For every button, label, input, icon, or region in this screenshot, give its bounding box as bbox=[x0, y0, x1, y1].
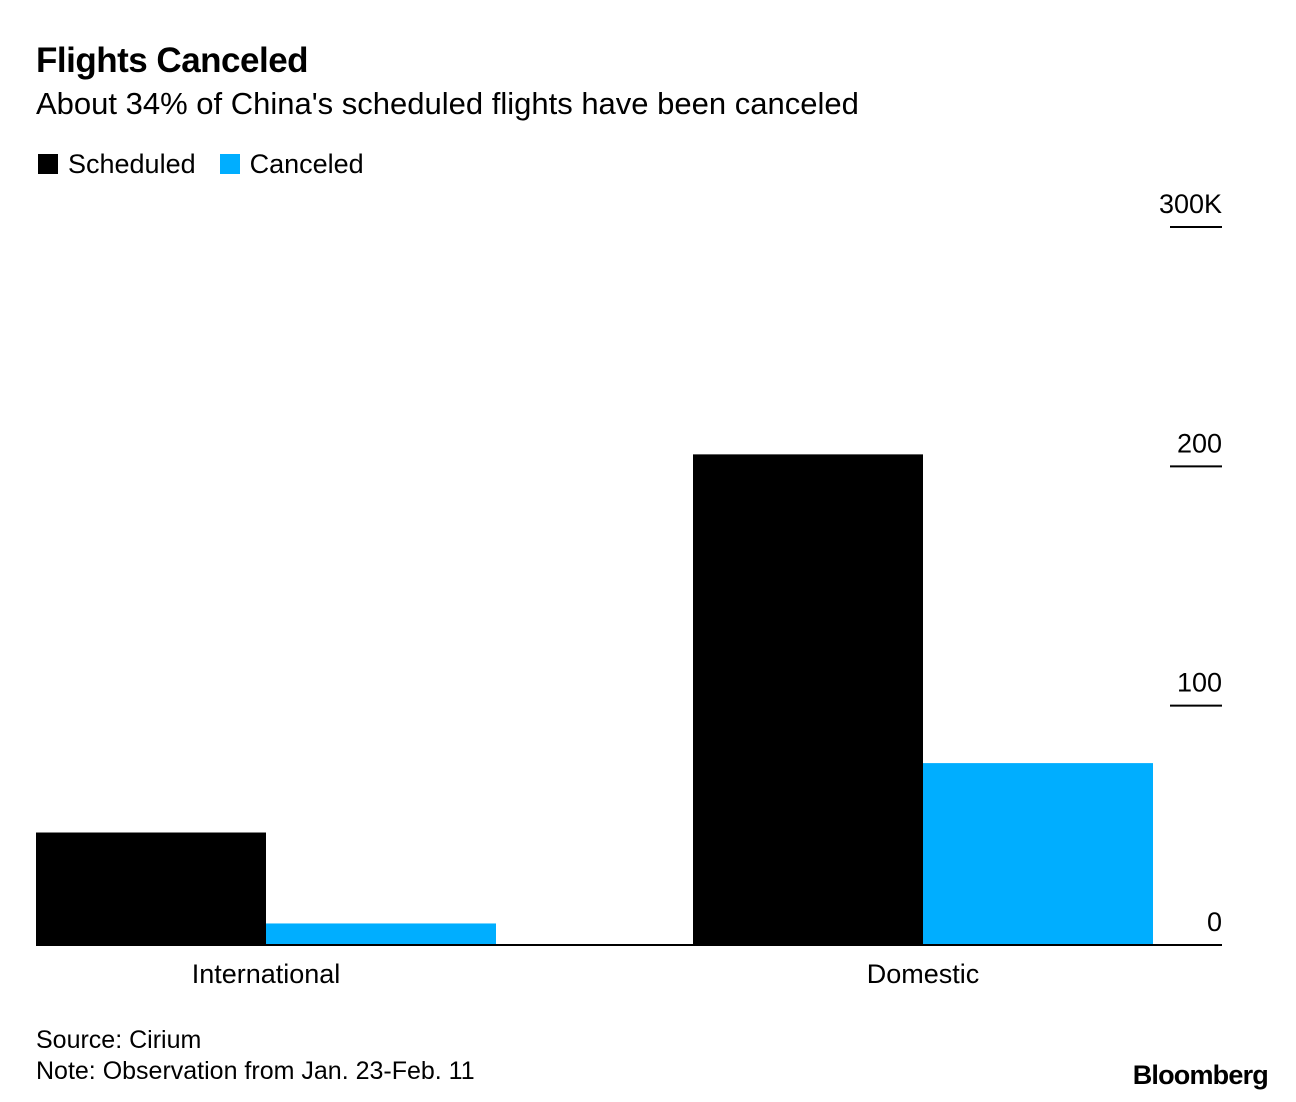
legend-swatch-canceled bbox=[219, 154, 240, 174]
source-text: Source: Cirium bbox=[36, 1026, 202, 1054]
legend-item-canceled: Canceled bbox=[219, 147, 364, 181]
bar-scheduled-international bbox=[36, 832, 266, 945]
chart-subtitle: About 34% of China's scheduled flights h… bbox=[36, 86, 859, 121]
y-tick-label: 0 bbox=[1207, 907, 1222, 937]
x-category-label: Domestic bbox=[867, 959, 980, 989]
legend-label-scheduled: Scheduled bbox=[68, 149, 196, 179]
bar-canceled-domestic bbox=[923, 763, 1153, 945]
y-tick-label: 200 bbox=[1177, 428, 1222, 458]
note-text: Note: Observation from Jan. 23-Feb. 11 bbox=[36, 1057, 475, 1085]
legend-swatch-scheduled bbox=[38, 154, 58, 174]
bloomberg-logo: Bloomberg bbox=[1132, 1060, 1269, 1090]
bar-canceled-international bbox=[266, 923, 496, 945]
y-tick-label: 300K bbox=[1159, 189, 1222, 219]
y-tick-label: 100 bbox=[1177, 668, 1222, 698]
legend: Scheduled Canceled bbox=[38, 147, 388, 181]
footer: Source: Cirium Note: Observation from Ja… bbox=[36, 1025, 475, 1087]
legend-label-canceled: Canceled bbox=[249, 149, 364, 179]
x-category-label: International bbox=[192, 959, 341, 989]
legend-item-scheduled: Scheduled bbox=[38, 147, 196, 181]
bar-scheduled-domestic bbox=[693, 454, 923, 945]
chart-title: Flights Canceled bbox=[36, 41, 309, 80]
